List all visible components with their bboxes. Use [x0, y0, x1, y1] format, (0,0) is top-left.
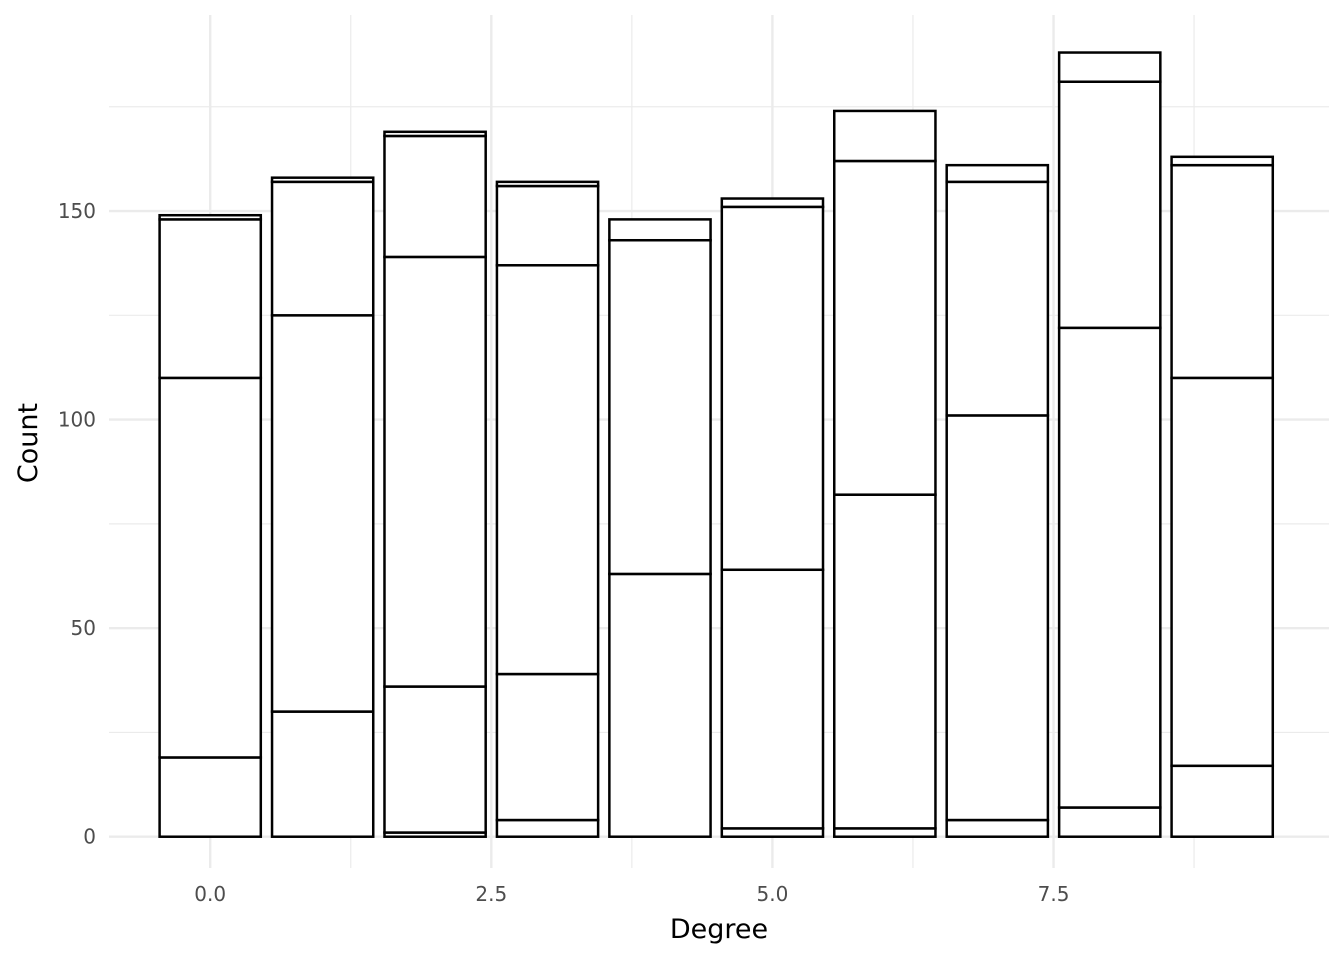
- bar-segment: [833, 109, 937, 163]
- y-tick-label: 150: [58, 199, 96, 223]
- bar-segment: [945, 818, 1050, 838]
- bar-segment: [383, 134, 487, 259]
- bar-segment: [383, 130, 487, 138]
- bar-segment: [383, 255, 487, 688]
- y-tick-label: 50: [71, 616, 96, 640]
- bar-segment: [495, 184, 600, 267]
- bar-segment: [1170, 764, 1275, 838]
- bar-segment: [158, 376, 263, 759]
- bar-segment: [608, 218, 712, 242]
- bar-segment: [720, 568, 825, 830]
- bar-segment: [608, 572, 712, 838]
- bar-segment: [1170, 155, 1275, 167]
- bar-segment: [1057, 51, 1162, 83]
- bar-segment: [270, 710, 375, 838]
- bar-segment: [833, 827, 937, 838]
- x-tick-label: 5.0: [757, 882, 789, 906]
- bar-segment: [495, 264, 600, 676]
- bar-segment: [720, 205, 825, 572]
- bar-layer: [158, 51, 1275, 838]
- bar-segment: [1170, 163, 1275, 380]
- x-tick-label: 7.5: [1038, 882, 1070, 906]
- bar-segment: [495, 818, 600, 838]
- y-axis-title: Count: [13, 403, 44, 483]
- bar-segment: [158, 213, 263, 221]
- y-tick-label: 0: [83, 825, 96, 849]
- bar-segment: [1170, 376, 1275, 768]
- bar-segment: [270, 180, 375, 317]
- bar-segment: [1057, 80, 1162, 330]
- tick-layer: 0.0 2.5 5.0 7.5 0 50 100 150: [58, 199, 1070, 906]
- x-tick-label: 2.5: [475, 882, 507, 906]
- bar-segment: [270, 314, 375, 713]
- bar-segment: [833, 493, 937, 830]
- bar-segment: [945, 180, 1050, 417]
- bar-segment: [158, 218, 263, 380]
- x-axis-title: Degree: [670, 914, 768, 945]
- bar-segment: [495, 672, 600, 822]
- bar-segment: [608, 238, 712, 576]
- y-tick-label: 100: [58, 408, 96, 432]
- bar-segment: [720, 197, 825, 209]
- bar-segment: [1057, 326, 1162, 809]
- bar-segment: [495, 180, 600, 188]
- bar-segment: [158, 756, 263, 838]
- bar-segment: [270, 176, 375, 184]
- bar-segment: [945, 163, 1050, 184]
- x-tick-label: 0.0: [194, 882, 226, 906]
- bar-segment: [833, 159, 937, 496]
- bar-segment: [383, 685, 487, 834]
- bar-segment: [945, 414, 1050, 822]
- bar-segment: [720, 827, 825, 838]
- bar-segment: [1057, 806, 1162, 838]
